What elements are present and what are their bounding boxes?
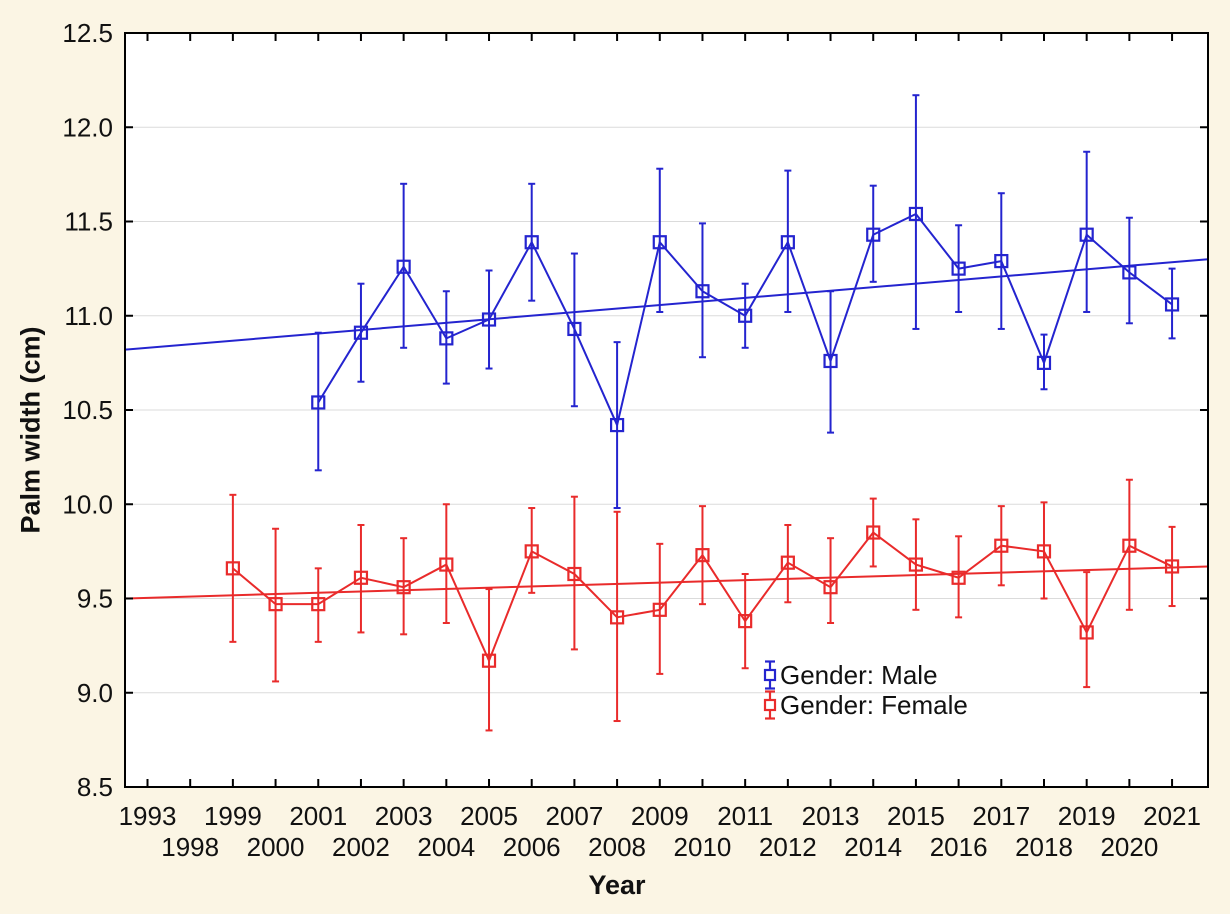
y-tick-label: 10.5: [62, 395, 113, 425]
x-tick-label: 1998: [161, 832, 219, 862]
female-marker: [652, 602, 667, 617]
male-marker: [823, 353, 838, 369]
legend-entry-male: Gender: Male: [762, 660, 968, 690]
female-marker: [268, 597, 283, 612]
female-errorbar-icon: [763, 690, 777, 720]
x-tick-label: 2007: [545, 801, 603, 831]
x-tick-label: 2019: [1058, 801, 1116, 831]
x-tick-label: 2021: [1143, 801, 1201, 831]
y-axis-title: Palm width (cm): [15, 326, 46, 534]
x-tick-label: 2010: [674, 832, 732, 862]
x-tick-label: 2000: [247, 832, 305, 862]
x-axis-title: Year: [588, 870, 646, 900]
x-tick-label: 2004: [417, 832, 475, 862]
male-marker: [524, 235, 539, 250]
y-tick-label: 9.5: [77, 584, 113, 614]
female-marker: [866, 525, 881, 540]
male-marker: [994, 253, 1009, 269]
male-marker: [738, 308, 753, 323]
female-marker: [951, 570, 966, 585]
male-marker: [1122, 265, 1137, 280]
male-marker: [780, 235, 795, 250]
female-marker: [225, 561, 240, 576]
female-marker: [1079, 625, 1094, 640]
x-tick-label: 1993: [119, 801, 177, 831]
male-trend-line: [124, 258, 1209, 351]
x-tick-label: 2020: [1100, 832, 1158, 862]
y-tick-label: 8.5: [77, 772, 113, 802]
female-marker: [823, 580, 838, 595]
y-tick-label: 11.5: [64, 207, 113, 237]
y-tick-label: 12.5: [62, 18, 113, 48]
female-marker: [524, 544, 539, 559]
x-tick-label: 2014: [844, 832, 902, 862]
x-tick-label: 1999: [204, 801, 262, 831]
female-marker: [738, 614, 753, 629]
x-tick-label: 2018: [1015, 832, 1073, 862]
x-tick-label: 2002: [332, 832, 390, 862]
female-marker: [994, 538, 1009, 553]
female-marker: [567, 566, 582, 582]
female-series-line: [232, 531, 1173, 664]
female-marker: [439, 557, 454, 572]
male-marker: [951, 261, 966, 276]
male-marker: [652, 235, 667, 250]
male-marker: [481, 312, 497, 327]
y-tick-label: 9.0: [77, 678, 113, 708]
x-tick-label: 2005: [460, 801, 518, 831]
female-marker: [481, 653, 497, 668]
legend: Gender: Male Gender: Female: [762, 660, 968, 720]
x-tick-label: 2006: [503, 832, 561, 862]
male-marker: [908, 206, 924, 222]
y-tick-label: 10.0: [62, 489, 113, 519]
x-tick-label: 2011: [717, 801, 773, 831]
female-marker: [1122, 538, 1137, 553]
male-marker: [1079, 227, 1094, 242]
legend-label-female: Gender: Female: [780, 690, 968, 720]
legend-entry-female: Gender: Female: [762, 690, 968, 720]
y-tick-label: 11.0: [64, 301, 113, 331]
male-errorbar-icon: [763, 660, 777, 690]
male-marker: [567, 321, 582, 337]
x-tick-label: 2012: [759, 832, 817, 862]
female-marker: [609, 610, 625, 625]
male-marker: [695, 284, 710, 299]
male-marker: [439, 331, 454, 346]
x-tick-label: 2001: [289, 801, 347, 831]
x-tick-label: 2003: [375, 801, 433, 831]
male-marker: [311, 395, 326, 410]
female-marker: [695, 548, 710, 563]
female-marker: [353, 570, 369, 585]
female-trend-line: [124, 565, 1209, 600]
female-marker: [1036, 544, 1052, 559]
male-marker: [1164, 297, 1180, 312]
x-tick-label: 2013: [802, 801, 860, 831]
male-marker: [353, 325, 369, 340]
x-tick-label: 2008: [588, 832, 646, 862]
x-tick-label: 2017: [972, 801, 1030, 831]
male-marker: [396, 259, 411, 274]
x-tick-label: 2009: [631, 801, 689, 831]
male-series-line: [317, 212, 1173, 429]
female-marker: [1164, 559, 1180, 574]
y-tick-label: 12.0: [62, 112, 113, 142]
male-marker: [609, 417, 625, 433]
female-marker: [311, 597, 326, 612]
female-marker: [908, 557, 924, 572]
male-marker: [866, 227, 881, 242]
male-marker: [1036, 355, 1052, 370]
female-marker: [396, 580, 411, 595]
female-marker: [780, 555, 795, 570]
legend-label-male: Gender: Male: [780, 660, 938, 690]
x-tick-label: 2016: [930, 832, 988, 862]
x-tick-label: 2015: [887, 801, 945, 831]
